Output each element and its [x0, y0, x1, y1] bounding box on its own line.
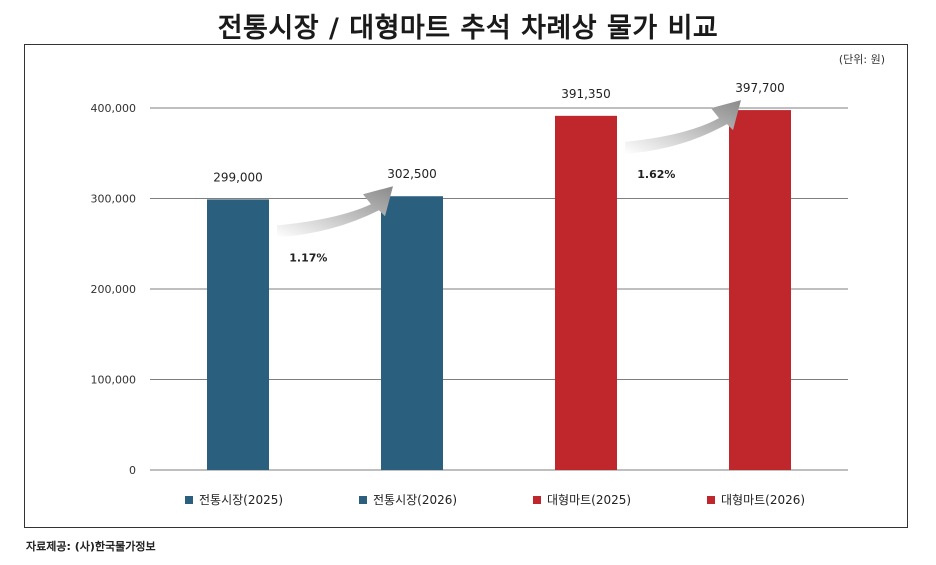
chart-title: 전통시장 / 대형마트 추석 차례상 물가 비교 [217, 13, 719, 44]
bar [555, 115, 617, 470]
legend-swatch [707, 496, 715, 504]
value-label: 302,500 [387, 167, 437, 181]
value-label: 299,000 [213, 170, 263, 184]
y-tick-label: 300,000 [91, 193, 137, 206]
growth-arrow-icon [625, 100, 741, 154]
legend-label: 대형마트(2025) [547, 493, 631, 507]
unit-note: (단위: 원) [838, 53, 885, 66]
growth-percent-label: 1.62% [637, 168, 675, 181]
legend-swatch [533, 496, 541, 504]
legend-label: 전통시장(2025) [199, 493, 283, 507]
y-tick-label: 200,000 [91, 283, 137, 296]
bar [381, 196, 443, 471]
y-tick-label: 0 [129, 464, 136, 477]
growth-percent-label: 1.17% [289, 251, 327, 264]
legend-swatch [185, 496, 193, 504]
source-note: 자료제공: (사)한국물가정보 [26, 540, 156, 553]
value-label: 397,700 [735, 81, 785, 95]
bar [729, 110, 791, 471]
y-tick-label: 400,000 [91, 102, 137, 115]
value-label: 391,350 [561, 87, 611, 101]
growth-arrow-icon [277, 186, 393, 238]
bar [207, 199, 269, 470]
legend-label: 대형마트(2026) [721, 493, 805, 507]
legend-label: 전통시장(2026) [373, 493, 457, 507]
legend-swatch [359, 496, 367, 504]
y-tick-label: 100,000 [91, 374, 137, 387]
